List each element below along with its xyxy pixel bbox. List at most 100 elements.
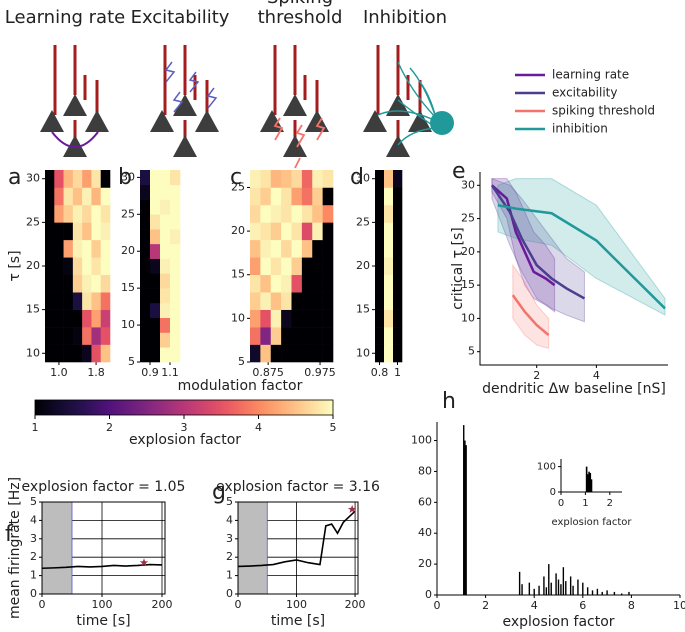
y-tick-label: 4 [30, 513, 37, 526]
heatmap-cell [150, 347, 161, 363]
y-tick-label: 3 [30, 532, 37, 545]
bar [555, 573, 557, 595]
panel-letter: h [442, 389, 456, 414]
heatmap-cell [54, 292, 64, 310]
bar [569, 576, 572, 595]
y-tick-label: 25 [121, 207, 135, 220]
heatmap-cell [250, 344, 261, 363]
heatmap-cell [312, 170, 323, 188]
heatmap-cell [63, 344, 74, 363]
heatmap-cell [375, 222, 385, 241]
x-tick-label: 0 [39, 598, 46, 611]
heatmap-cell [393, 222, 403, 241]
y-tick-label: 25 [461, 212, 475, 225]
legend-label: excitability [552, 86, 617, 100]
heatmap-cell [291, 204, 303, 223]
heatmap-cell [270, 170, 282, 188]
heatmap-cell [140, 273, 151, 289]
heatmap-cell [260, 170, 272, 188]
heatmap-cell [375, 292, 385, 310]
y-tick-label: 5 [238, 355, 245, 368]
heatmap-cell [291, 344, 303, 363]
heatmap-cell [375, 274, 385, 293]
excitability-bolts [164, 61, 218, 113]
heatmap-cell [322, 309, 334, 328]
heatmap-cell [260, 292, 272, 310]
panel-letter: b [118, 165, 132, 190]
heatmap-cell [54, 187, 64, 206]
y-tick-label: 25 [356, 215, 370, 228]
x-tick-label: 8 [628, 599, 635, 612]
rate-line [237, 510, 356, 568]
y-tick-label: 2 [226, 550, 233, 563]
heatmap-cell [91, 274, 102, 293]
x-tick-label: 200 [152, 598, 173, 611]
bar [588, 471, 590, 492]
y-tick-label: 0 [30, 587, 37, 600]
heatmap-cell [45, 187, 55, 206]
heatmap-cell [393, 309, 403, 328]
heatmap-cell [270, 327, 282, 345]
heatmap-cell [375, 170, 385, 188]
heatmap-cell [100, 204, 111, 223]
heatmap-cell [260, 344, 272, 363]
heatmap-cell [160, 184, 171, 200]
series-line [511, 294, 550, 337]
x-tick-label: 0.875 [252, 366, 284, 379]
y-tick-label: 20 [26, 259, 40, 272]
heatmap-cell [250, 292, 261, 310]
heatmap-cell [100, 292, 111, 310]
bar [463, 448, 465, 595]
heatmap-cell [170, 317, 181, 333]
y-tick-label: 30 [461, 178, 475, 191]
heatmap-cell [281, 204, 292, 223]
heatmap-cell [250, 327, 261, 345]
heatmap-cell [281, 222, 292, 241]
heatmap-cell [82, 309, 92, 328]
heatmap-cell [250, 222, 261, 241]
x-tick-label: 2 [482, 599, 489, 612]
heatmap-cell [281, 170, 292, 188]
heatmap-cell [150, 184, 161, 200]
heatmap-cell [322, 239, 334, 258]
heatmap-cell [150, 258, 161, 274]
heatmap-cell [301, 309, 313, 328]
heatmap-cell [72, 309, 83, 328]
axis-spine [560, 459, 622, 493]
heatmap-cell [250, 239, 261, 258]
heatmap-cell [91, 309, 102, 328]
heatmap-cell [301, 292, 313, 310]
y-tick-label: 25 [231, 180, 245, 193]
y-axis-label: τ [s] [7, 250, 23, 281]
heatmap-cell [150, 332, 161, 348]
heatmap-cell [312, 309, 323, 328]
heatmap-cell [54, 344, 64, 363]
heatmap-cell [301, 257, 313, 276]
heatmap-cell [260, 309, 272, 328]
heatmap-cell [45, 257, 55, 276]
heatmap-cell [170, 302, 181, 318]
axis-spine [479, 172, 668, 366]
bar [521, 584, 523, 595]
error-band [491, 178, 556, 313]
inhibition-links [377, 61, 437, 146]
heatmap-cell [54, 204, 64, 223]
heatmap-cell [384, 257, 394, 276]
heatmap-cell [170, 170, 181, 186]
y-tick-label: 15 [231, 268, 245, 281]
heatmap-cell [63, 257, 74, 276]
heatmap-cell [312, 292, 323, 310]
threshold-bolts [273, 117, 326, 169]
y-tick-label: 3 [226, 532, 233, 545]
y-tick-label: 5 [226, 495, 233, 508]
heatmap-cell [45, 274, 55, 293]
heatmap-cell [63, 222, 74, 241]
bar [543, 576, 545, 595]
heatmap-cell [82, 170, 92, 188]
heatmap-cell [250, 204, 261, 223]
heatmap-cell [45, 327, 55, 345]
y-tick-label: 30 [356, 172, 370, 185]
diagrams [40, 45, 454, 169]
heatmap-cell [393, 292, 403, 310]
